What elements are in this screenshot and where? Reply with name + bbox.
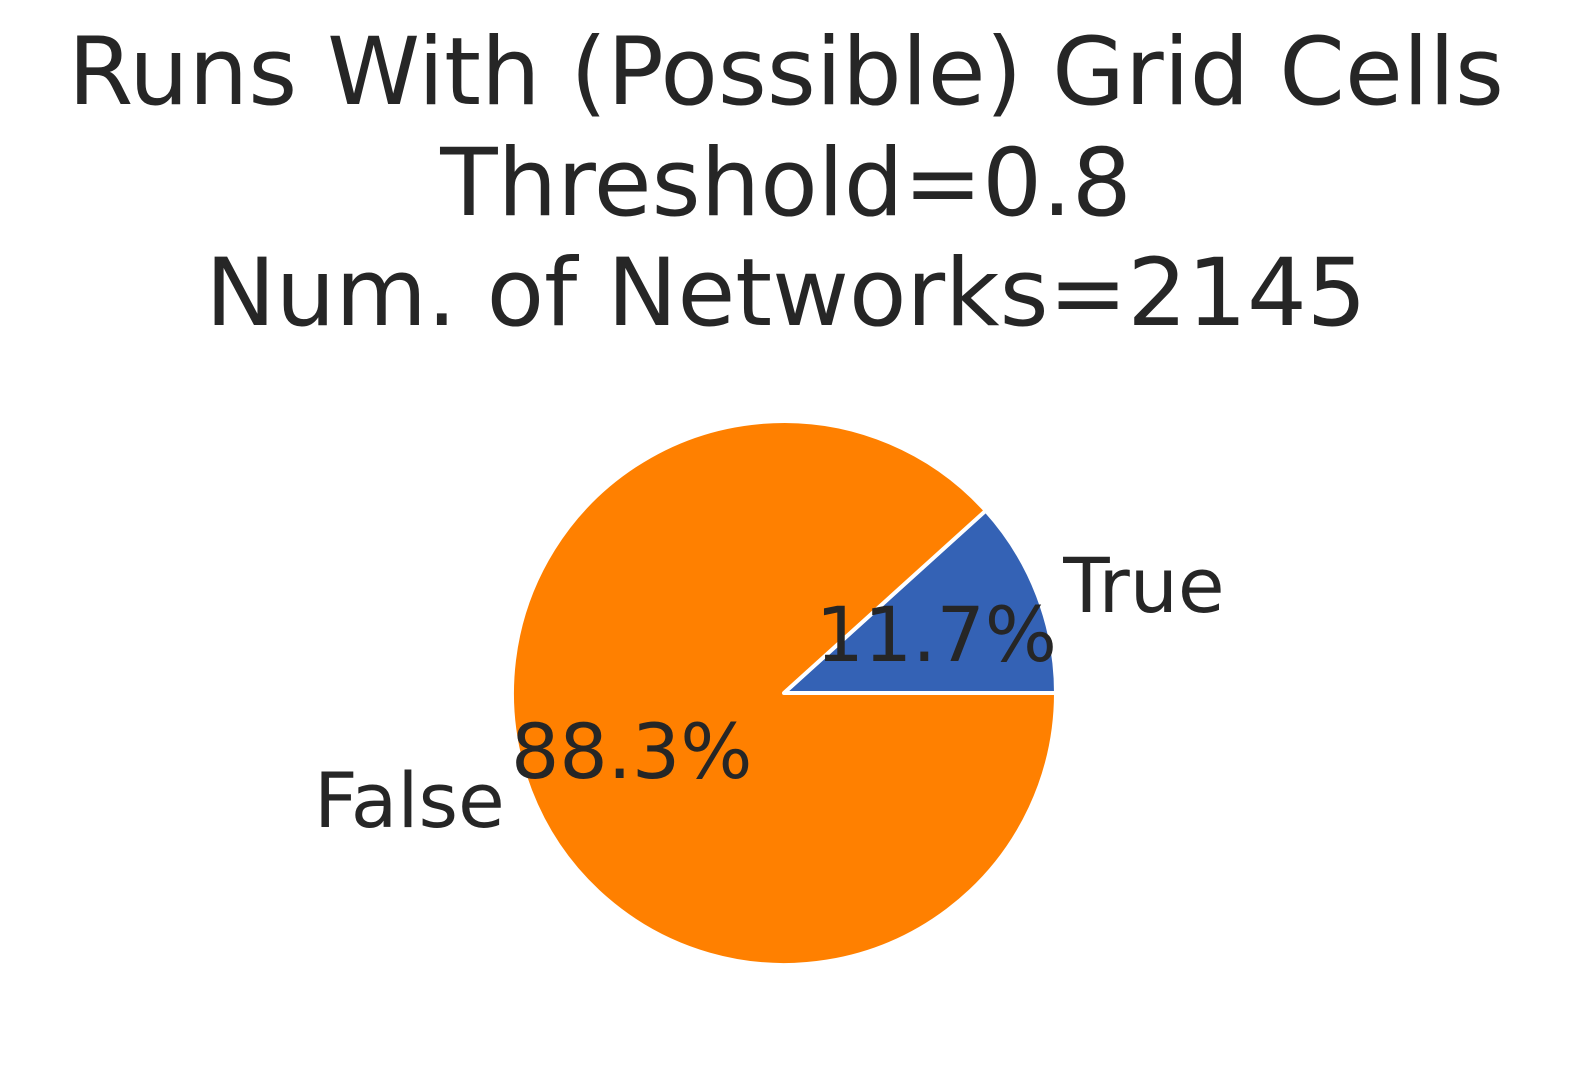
chart-title: Runs With (Possible) Grid Cells Threshol… xyxy=(68,18,1504,348)
chart-title-line-1: Runs With (Possible) Grid Cells xyxy=(68,18,1504,127)
chart-title-line-3: Num. of Networks=2145 xyxy=(205,239,1366,348)
pie-pct-label-true: 11.7% xyxy=(816,590,1057,679)
pie-labels: 11.7%True 88.3%False xyxy=(314,541,1225,845)
chart-title-line-2: Threshold=0.8 xyxy=(439,129,1132,238)
pie-slice-true xyxy=(782,508,1058,695)
pie-wedges xyxy=(510,419,1058,967)
pie-category-label-false: False xyxy=(314,756,505,845)
pie-pct-label-false: 88.3% xyxy=(511,707,752,796)
pie-category-label-true: True xyxy=(1062,541,1224,630)
pie-slice-false xyxy=(510,419,1058,967)
